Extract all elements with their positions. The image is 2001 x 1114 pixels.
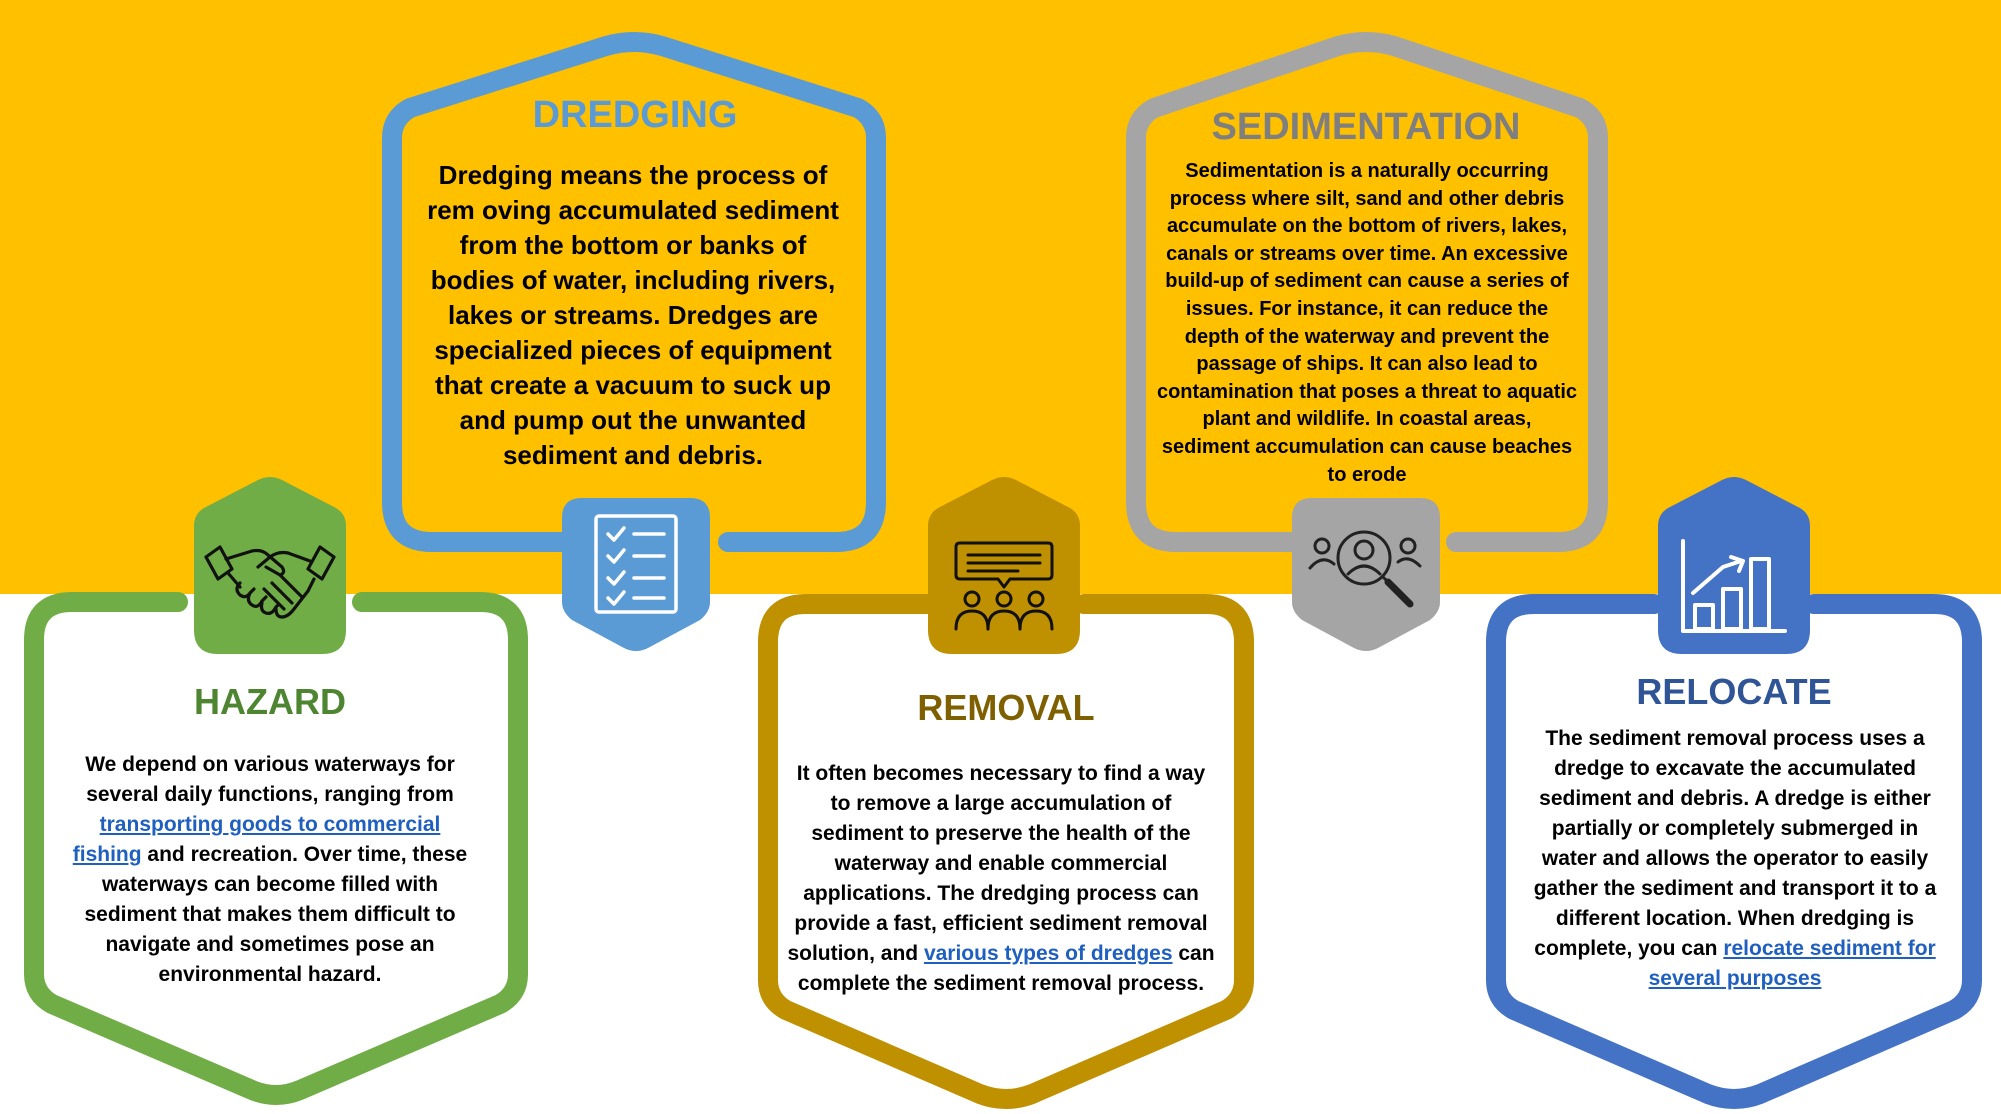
relocate-frame xyxy=(1486,594,1982,1109)
hazard-white-fill xyxy=(34,602,518,1095)
search-people-icon xyxy=(1306,518,1426,614)
removal-text: It often becomes necessary to find a way… xyxy=(786,759,1216,999)
checklist-icon xyxy=(586,510,686,618)
sedimentation-title: SEDIMENTATION xyxy=(1211,106,1521,148)
removal-title: REMOVAL xyxy=(917,687,1095,728)
hazard-text-before: We depend on various waterways for sever… xyxy=(85,753,455,806)
bar-chart-growth-icon xyxy=(1676,536,1792,636)
removal-frame xyxy=(758,594,1254,1109)
presentation-group-icon xyxy=(944,536,1064,636)
relocate-text-before: The sediment removal process uses a dred… xyxy=(1533,727,1937,960)
sedimentation-icon-badge xyxy=(1292,498,1440,651)
sedimentation-frame xyxy=(1126,32,1608,552)
relocate-title: RELOCATE xyxy=(1636,671,1832,712)
hazard-text: We depend on various waterways for sever… xyxy=(70,750,470,990)
removal-text-after: can complete the sediment removal proces… xyxy=(797,942,1215,995)
hazard-frame xyxy=(24,592,528,1105)
removal-white-fill xyxy=(768,604,1244,1099)
removal-link[interactable]: various types of dredges xyxy=(923,942,1173,965)
hazard-link[interactable]: transporting goods to commercial fishing xyxy=(72,813,441,866)
hazard-icon-badge xyxy=(194,477,346,654)
relocate-link[interactable]: relocate sediment for several purposes xyxy=(1648,937,1936,990)
relocate-white-fill xyxy=(1496,604,1972,1099)
relocate-text: The sediment removal process uses a dred… xyxy=(1526,724,1944,994)
sedimentation-text: Sedimentation is a naturally occurring p… xyxy=(1156,160,1578,486)
removal-text-before: It often becomes necessary to find a way… xyxy=(787,762,1208,965)
dredging-text: Dredging means the process of rem oving … xyxy=(427,160,839,470)
dredging-frame xyxy=(382,32,886,552)
hazard-title: HAZARD xyxy=(194,681,346,722)
hazard-text-after: and recreation. Over time, these waterwa… xyxy=(84,843,468,986)
dredging-title: DREDGING xyxy=(532,94,738,136)
removal-icon-badge xyxy=(928,477,1080,654)
handshake-icon xyxy=(200,536,340,626)
